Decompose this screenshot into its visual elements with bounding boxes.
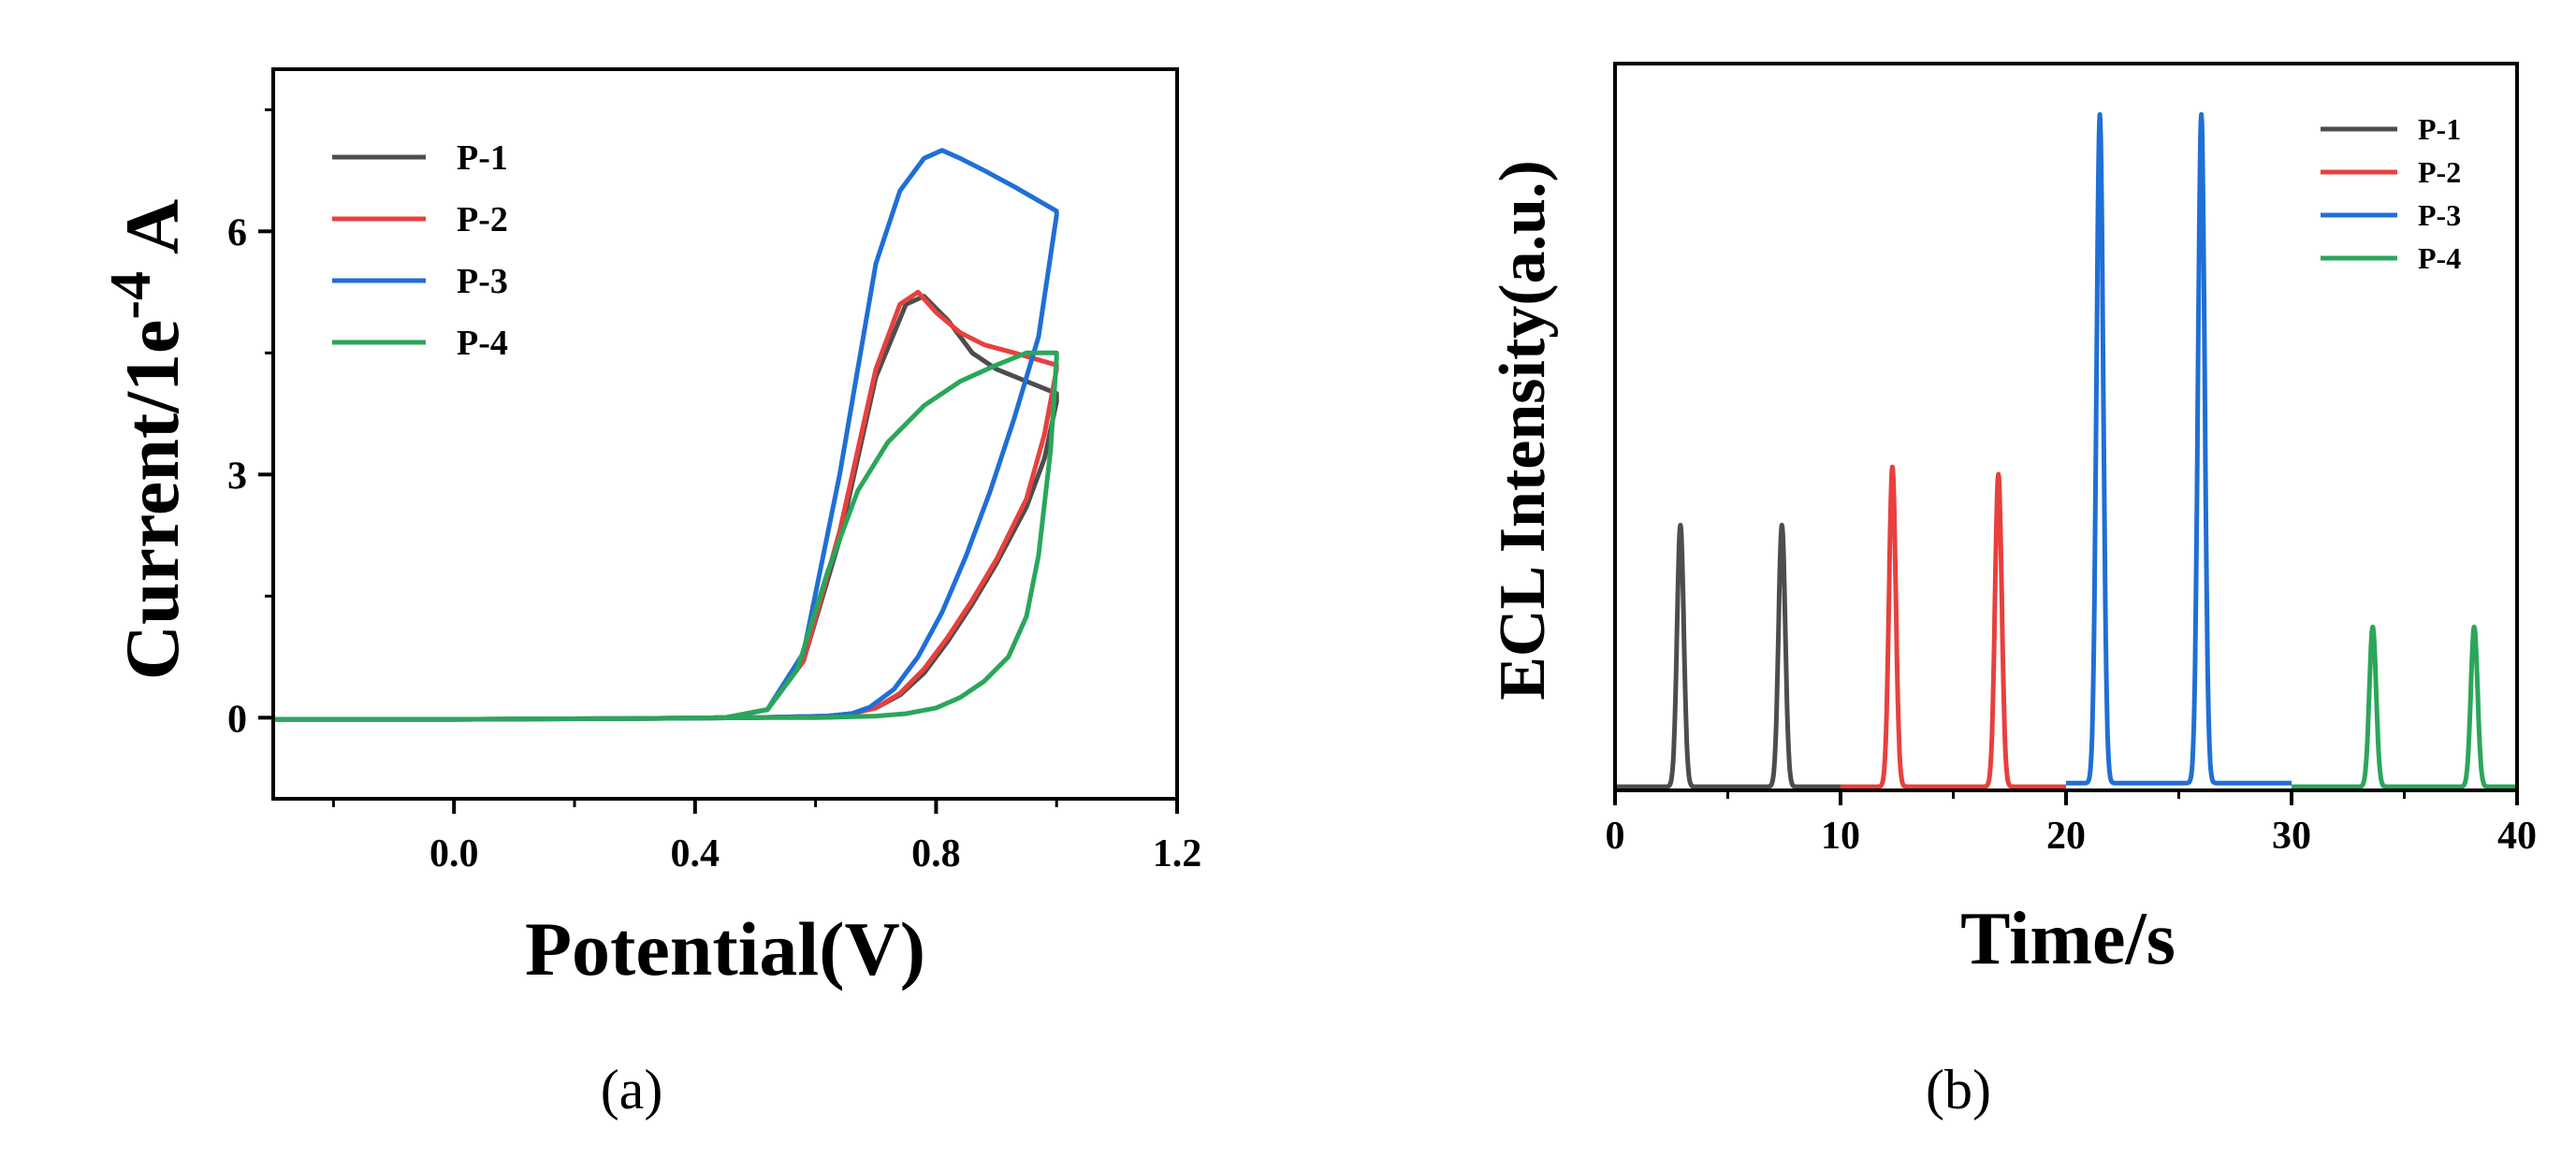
- panel-a-series-p-4: [273, 350, 1059, 722]
- panel-b-x-tick-label: 20: [2046, 815, 2086, 858]
- panel-a-x-tick-label: 0.4: [671, 832, 720, 875]
- panel-b-series-p-1: [1613, 522, 1842, 789]
- panel-b-series-p-2: [1839, 464, 2068, 789]
- panel-a-x-tick-label: 0.8: [911, 832, 961, 875]
- panel-b-x-axis-title: Time/s: [1960, 898, 2176, 980]
- panel-a-legend-label-p-1: P-1: [457, 138, 508, 178]
- panel-a-series-p-3: [273, 148, 1059, 722]
- panel-a-x-axis-title: Potential(V): [525, 906, 925, 991]
- panel-b-legend-label-p-3: P-3: [2418, 198, 2461, 232]
- panel-a-ticks: 0.0 0.4 0.8 1.2 0 3 6: [227, 108, 1202, 875]
- panel-a-y-tick-label: 6: [227, 211, 247, 254]
- panel-a-legend: P-1 P-2 P-3 P-4: [332, 138, 508, 363]
- panel-a-y-axis-title-unit: A: [109, 199, 195, 254]
- panel-b-x-tick-label: 30: [2272, 815, 2311, 858]
- panel-b-legend: P-1 P-2 P-3 P-4: [2321, 112, 2461, 275]
- panel-a-y-tick-label: 3: [227, 455, 247, 498]
- panel-a-y-axis-title: Current/1e-4 A: [99, 199, 195, 681]
- panel-a-series-p-1: [273, 294, 1059, 722]
- panel-a-x-tick-label: 0.0: [429, 832, 479, 875]
- panel-a-y-axis-title-exponent: -4: [99, 271, 163, 320]
- panel-a-series-group: [273, 148, 1059, 722]
- panel-a-legend-label-p-4: P-4: [457, 324, 508, 363]
- panel-b-x-tick-label: 0: [1606, 815, 1625, 858]
- panel-a-chart: 0.0 0.4 0.8 1.2 0 3 6 P-1 P-2 P-3 P-4 Potential(V…: [99, 67, 1202, 1121]
- panel-b-label: (b): [1926, 1059, 1991, 1121]
- panel-a-x-tick-label: 1.2: [1153, 832, 1202, 875]
- panel-b-series-p-3: [2064, 111, 2293, 786]
- panel-b-series-group: [1613, 111, 2519, 789]
- panel-b-x-tick-label: 10: [1821, 815, 1860, 858]
- panel-a-legend-label-p-3: P-3: [457, 262, 508, 301]
- panel-a-y-axis-title-base: Current/1e: [109, 320, 195, 681]
- panel-a-plot-frame: [271, 67, 1179, 801]
- panel-b-legend-label-p-1: P-1: [2418, 112, 2461, 146]
- panel-b-series-p-4: [2290, 624, 2519, 789]
- panel-a-y-tick-label: 0: [227, 698, 247, 741]
- panel-a-legend-label-p-2: P-2: [457, 200, 508, 239]
- panel-b-legend-label-p-4: P-4: [2418, 241, 2461, 275]
- panel-b-legend-label-p-2: P-2: [2418, 155, 2461, 189]
- panel-a-label: (a): [601, 1059, 663, 1121]
- panel-b-chart: 0 10 20 30 40 P-1 P-2 P-3 P-4 Time/s ECL Intens…: [1487, 62, 2537, 1121]
- panel-b-x-tick-label: 40: [2497, 815, 2537, 858]
- panel-b-ticks: 0 10 20 30 40: [1606, 790, 2537, 858]
- panel-b-y-axis-title: ECL Intensity(a.u.): [1487, 160, 1559, 701]
